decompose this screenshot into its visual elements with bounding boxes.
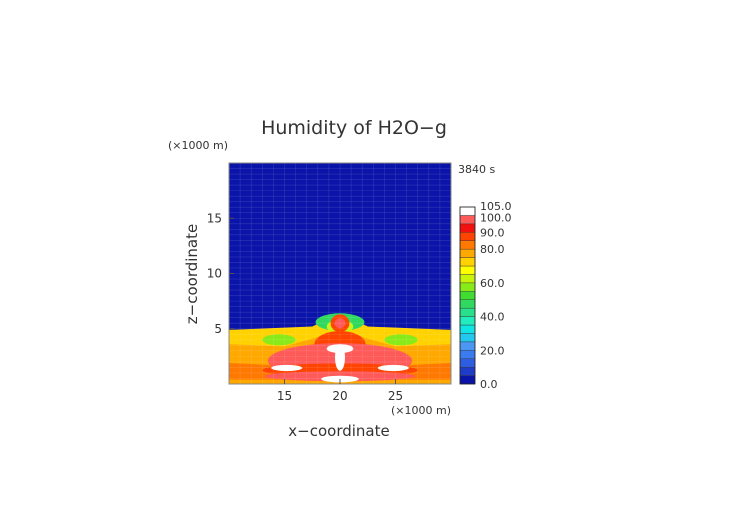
colorbar-segment	[459, 240, 476, 250]
x-axis-label: x−coordinate	[288, 422, 389, 440]
colorbar-segment	[459, 223, 476, 233]
colorbar-segment	[459, 366, 476, 376]
colorbar-segment	[459, 248, 476, 258]
colorbar-tick-label: 20.0	[480, 344, 505, 357]
colorbar-segment	[459, 257, 476, 267]
colorbar-tick-label: 80.0	[480, 243, 505, 256]
colorbar-segment	[459, 341, 476, 351]
cell-grid	[229, 163, 451, 384]
humidity-field	[229, 313, 451, 384]
colorbar-segment	[459, 307, 476, 317]
x-tick-label: 15	[277, 389, 292, 403]
colorbar-segment	[459, 232, 476, 241]
colorbar-tick-label: 40.0	[480, 311, 505, 324]
chart-title: Humidity of H2O−g	[261, 117, 447, 139]
y-unit-label: (×1000 m)	[168, 139, 228, 152]
field-region-16	[377, 364, 409, 372]
colorbar-tick-label: 60.0	[480, 277, 505, 290]
colorbar-segment	[459, 375, 476, 385]
colorbar-segment	[459, 265, 476, 275]
colorbar-segment	[459, 316, 476, 326]
colorbar-segment	[459, 299, 476, 309]
x-unit-label: (×1000 m)	[391, 404, 451, 417]
x-tick-label: 25	[388, 389, 403, 403]
field-region-14	[335, 344, 345, 371]
y-axis-label: z−coordinate	[183, 224, 201, 324]
x-tick-label: 20	[332, 389, 347, 403]
y-axis: 5 10 15	[207, 211, 234, 336]
colorbar-segment	[459, 350, 476, 359]
field-region-4	[262, 334, 296, 346]
field-region-5	[384, 334, 418, 346]
colorbar-segment	[459, 282, 476, 292]
colorbar-tick-label: 100.0	[480, 211, 512, 224]
colorbar-tick-label: 90.0	[480, 226, 505, 239]
field-region-15	[271, 364, 303, 372]
colorbar-segment	[459, 215, 476, 225]
x-axis: 15 20 25	[277, 379, 403, 403]
colorbar-tick-label: 0.0	[480, 378, 498, 391]
colorbar-segment	[459, 333, 476, 343]
colorbar-segment	[459, 291, 476, 300]
colorbar-frame	[459, 206, 476, 385]
field-region-8	[334, 318, 346, 329]
y-tick-label: 15	[207, 211, 222, 225]
colorbar-segment	[459, 206, 476, 216]
y-tick-label: 10	[207, 267, 222, 281]
colorbar-segment	[459, 324, 476, 334]
time-label: 3840 s	[458, 163, 495, 176]
colorbar-segment	[459, 358, 476, 368]
colorbar-tick-label: 105.0	[480, 200, 512, 213]
y-tick-label: 5	[214, 322, 222, 336]
colorbar-segment	[459, 274, 476, 284]
plot-area	[228, 162, 452, 385]
